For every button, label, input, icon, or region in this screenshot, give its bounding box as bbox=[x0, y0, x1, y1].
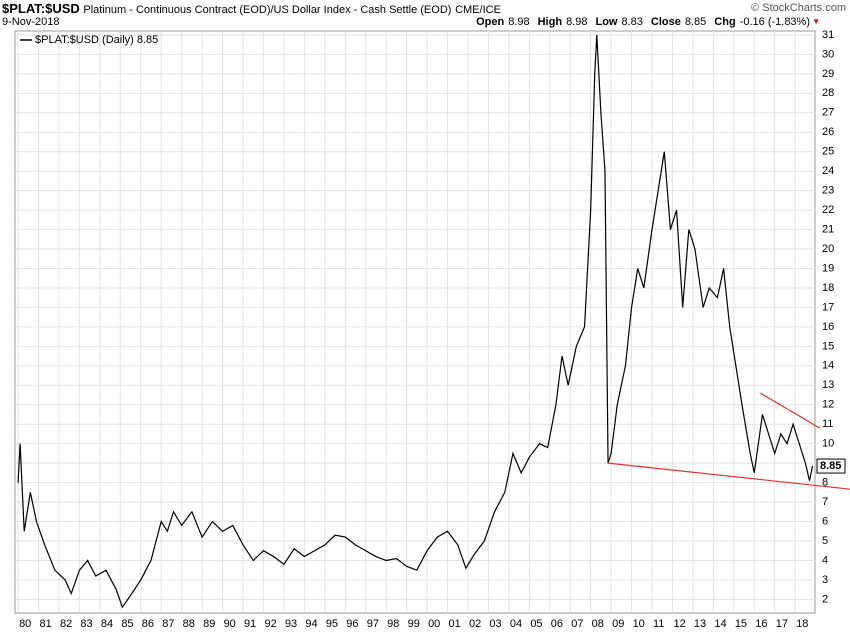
y-tick-label: 26 bbox=[822, 126, 834, 138]
x-tick-label: 80 bbox=[19, 618, 31, 630]
date: 9-Nov-2018 bbox=[2, 16, 60, 28]
quote-value: 8.98 bbox=[508, 16, 530, 28]
y-tick-label: 24 bbox=[822, 165, 834, 177]
x-tick-label: 83 bbox=[80, 618, 92, 630]
y-tick-label: 23 bbox=[822, 185, 834, 197]
y-tick-label: 2 bbox=[822, 593, 828, 605]
y-tick-label: 6 bbox=[822, 515, 828, 527]
x-tick-label: 96 bbox=[346, 618, 358, 630]
x-tick-label: 84 bbox=[101, 618, 113, 630]
price-line bbox=[17, 34, 814, 609]
down-arrow: ▼ bbox=[812, 17, 820, 26]
y-tick-label: 13 bbox=[822, 379, 834, 391]
y-tick-label: 7 bbox=[822, 496, 828, 508]
x-tick-label: 09 bbox=[612, 618, 624, 630]
y-tick-label: 8 bbox=[822, 477, 828, 489]
quote-value: 8.83 bbox=[621, 16, 643, 28]
y-tick-label: 12 bbox=[822, 399, 834, 411]
y-tick-label: 31 bbox=[822, 29, 834, 41]
x-tick-label: 12 bbox=[673, 618, 685, 630]
x-tick-label: 17 bbox=[776, 618, 788, 630]
y-tick-label: 28 bbox=[822, 87, 834, 99]
legend-label: $PLAT:$USD (Daily) 8.85 bbox=[35, 34, 158, 46]
y-tick-label: 10 bbox=[822, 438, 834, 450]
quote: Open 8.98 High 8.98 Low 8.83 Close 8.85 Chg -0.16… bbox=[476, 16, 818, 28]
source: © StockCharts.com bbox=[751, 2, 846, 14]
quote-label: Close bbox=[650, 16, 681, 28]
y-tick-label: 25 bbox=[822, 146, 834, 158]
x-tick-label: 05 bbox=[530, 618, 542, 630]
last-value-label: 8.85 bbox=[820, 460, 841, 472]
y-tick-label: 4 bbox=[822, 554, 828, 566]
x-tick-label: 93 bbox=[285, 618, 297, 630]
quote-value: 8.98 bbox=[566, 16, 588, 28]
y-tick-label: 16 bbox=[822, 321, 834, 333]
quote-value: -0.16 (-1.83%) bbox=[739, 16, 810, 28]
y-tick-label: 3 bbox=[822, 574, 828, 586]
x-tick-label: 81 bbox=[40, 618, 52, 630]
y-tick-label: 20 bbox=[822, 243, 834, 255]
exchange: CME/ICE bbox=[455, 4, 501, 16]
quote-label: Low bbox=[595, 16, 618, 28]
y-tick-label: 21 bbox=[822, 223, 834, 235]
x-tick-label: 04 bbox=[510, 618, 522, 630]
subtitle: Platinum - Continuous Contract (EOD)/US … bbox=[83, 4, 452, 16]
x-tick-label: 18 bbox=[796, 618, 808, 630]
x-tick-label: 94 bbox=[305, 618, 317, 630]
x-tick-label: 85 bbox=[121, 618, 133, 630]
y-tick-label: 30 bbox=[822, 48, 834, 60]
quote-label: Chg bbox=[714, 16, 736, 28]
x-tick-label: 02 bbox=[469, 618, 481, 630]
x-tick-label: 16 bbox=[755, 618, 767, 630]
x-tick-label: 13 bbox=[694, 618, 706, 630]
y-tick-label: 18 bbox=[822, 282, 834, 294]
x-tick-label: 82 bbox=[60, 618, 72, 630]
x-tick-label: 86 bbox=[142, 618, 154, 630]
x-tick-label: 11 bbox=[653, 618, 664, 630]
x-tick-label: 10 bbox=[633, 618, 645, 630]
x-tick-label: 15 bbox=[735, 618, 747, 630]
quote-label: High bbox=[537, 16, 563, 28]
quote-label: Open bbox=[476, 16, 505, 28]
x-tick-label: 91 bbox=[244, 618, 256, 630]
x-tick-label: 87 bbox=[162, 618, 174, 630]
x-tick-label: 03 bbox=[489, 618, 501, 630]
y-tick-label: 14 bbox=[822, 360, 834, 372]
x-tick-label: 97 bbox=[367, 618, 379, 630]
x-tick-label: 89 bbox=[203, 618, 215, 630]
y-tick-label: 5 bbox=[822, 535, 828, 547]
trendline bbox=[607, 462, 850, 490]
trendline bbox=[760, 392, 821, 429]
x-tick-label: 88 bbox=[183, 618, 195, 630]
x-tick-label: 90 bbox=[224, 618, 236, 630]
y-tick-label: 29 bbox=[822, 68, 834, 80]
x-tick-label: 08 bbox=[592, 618, 604, 630]
y-tick-label: 19 bbox=[822, 262, 834, 274]
plot-area bbox=[14, 30, 816, 614]
x-tick-label: 95 bbox=[326, 618, 338, 630]
x-tick-label: 92 bbox=[264, 618, 276, 630]
chart-title: $PLAT:$USD Platinum - Continuous Contrac… bbox=[2, 1, 501, 16]
y-tick-label: 27 bbox=[822, 107, 834, 119]
x-tick-label: 99 bbox=[408, 618, 420, 630]
y-tick-label: 11 bbox=[822, 418, 833, 430]
x-tick-label: 07 bbox=[571, 618, 583, 630]
quote-value: 8.85 bbox=[684, 16, 707, 28]
x-tick-label: 98 bbox=[387, 618, 399, 630]
x-tick-label: 06 bbox=[551, 618, 563, 630]
x-tick-label: 00 bbox=[428, 618, 440, 630]
y-tick-label: 22 bbox=[822, 204, 834, 216]
y-tick-label: 17 bbox=[822, 301, 834, 313]
x-tick-label: 01 bbox=[449, 618, 461, 630]
x-tick-label: 14 bbox=[714, 618, 726, 630]
y-tick-label: 15 bbox=[822, 340, 834, 352]
ticker: $PLAT:$USD bbox=[2, 1, 80, 16]
last-value-box bbox=[816, 458, 846, 474]
